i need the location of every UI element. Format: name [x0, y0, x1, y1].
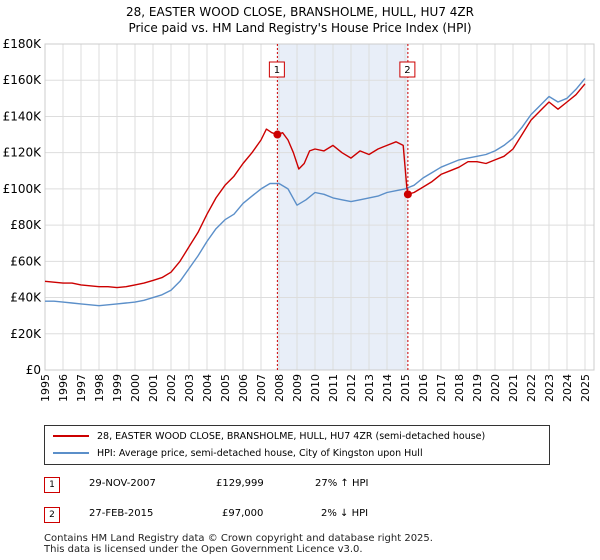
- annotation-box: [399, 61, 416, 78]
- annotation-label: 2: [404, 65, 410, 76]
- x-tick-label: 2019: [471, 374, 484, 402]
- x-tick-label: 2025: [579, 374, 592, 402]
- x-tick-label: 1996: [57, 374, 70, 402]
- transaction-date: 27-FEB-2015: [89, 508, 154, 519]
- x-tick-label: 2014: [381, 374, 394, 402]
- footer-licence: This data is licensed under the Open Gov…: [44, 544, 363, 555]
- x-tick-label: 2015: [399, 374, 412, 402]
- y-tick-label: £20K: [10, 327, 42, 341]
- annotation-box: [268, 61, 285, 78]
- legend-hpi-line: [53, 452, 89, 454]
- x-tick-label: 2013: [363, 374, 376, 402]
- x-tick-label: 1997: [75, 374, 88, 402]
- x-tick-label: 2005: [219, 374, 232, 402]
- transaction-price: £97,000: [222, 508, 264, 519]
- x-tick-label: 2017: [435, 374, 448, 402]
- x-tick-label: 1999: [111, 374, 124, 402]
- transaction-hpi: 2% ↓ HPI: [321, 508, 369, 519]
- y-tick-label: £120K: [3, 146, 43, 160]
- y-tick-label: £0: [26, 363, 41, 377]
- x-tick-label: 2012: [345, 374, 358, 402]
- shaded-region: [277, 44, 408, 370]
- x-tick-label: 2016: [417, 374, 430, 402]
- legend-item-property: 28, EASTER WOOD CLOSE, BRANSHOLME, HULL,…: [53, 428, 485, 444]
- transaction-hpi: 27% ↑ HPI: [315, 478, 369, 489]
- sale-point: [403, 190, 412, 199]
- x-tick-label: 2006: [237, 374, 250, 402]
- transaction-badge: 1: [44, 477, 60, 493]
- y-tick-label: £80K: [10, 218, 42, 232]
- y-tick-label: £140K: [3, 109, 43, 123]
- y-tick-label: £160K: [3, 73, 43, 87]
- sale-point: [273, 130, 282, 139]
- y-tick-label: £180K: [3, 37, 43, 51]
- x-tick-label: 2000: [129, 374, 142, 402]
- x-tick-label: 2008: [273, 374, 286, 402]
- x-tick-label: 2023: [543, 374, 556, 402]
- chart-subtitle: Price paid vs. HM Land Registry's House …: [128, 21, 472, 35]
- x-tick-label: 2004: [201, 374, 214, 402]
- plot-frame: [44, 43, 595, 371]
- transaction-price: £129,999: [216, 478, 264, 489]
- x-tick-label: 1998: [93, 374, 106, 402]
- x-tick-label: 2007: [255, 374, 268, 402]
- x-tick-label: 2001: [147, 374, 160, 402]
- x-tick-label: 2022: [525, 374, 538, 402]
- x-tick-label: 2002: [165, 374, 178, 402]
- hpi-line: [45, 77, 586, 307]
- y-tick-label: £60K: [10, 254, 42, 268]
- y-tick-label: £100K: [3, 182, 43, 196]
- property-price-line: [44, 83, 586, 289]
- footer-copyright: Contains HM Land Registry data © Crown c…: [44, 533, 433, 544]
- x-tick-label: 2021: [507, 374, 520, 402]
- x-tick-label: 2003: [183, 374, 196, 402]
- x-tick-label: 2020: [489, 374, 502, 402]
- chart-title: 28, EASTER WOOD CLOSE, BRANSHOLME, HULL,…: [126, 5, 474, 19]
- legend-hpi-label: HPI: Average price, semi-detached house,…: [97, 447, 423, 459]
- x-tick-label: 2010: [309, 374, 322, 402]
- legend-item-hpi: HPI: Average price, semi-detached house,…: [53, 445, 423, 461]
- x-tick-label: 2018: [453, 374, 466, 402]
- legend-property-line: [53, 435, 89, 437]
- legend-property-label: 28, EASTER WOOD CLOSE, BRANSHOLME, HULL,…: [97, 430, 486, 442]
- transaction-badge: 2: [44, 507, 60, 523]
- price-chart: £0 £20K £40K £60K £80K £100K £120K £140K £160K £1…: [3, 37, 595, 402]
- y-tick-label: £40K: [10, 291, 42, 305]
- x-tick-label: 2024: [561, 374, 574, 402]
- chart-legend: 28, EASTER WOOD CLOSE, BRANSHOLME, HULL,…: [44, 425, 550, 465]
- x-tick-label: 2011: [327, 374, 340, 402]
- transaction-date: 29-NOV-2007: [89, 478, 156, 489]
- annotation-label: 1: [274, 65, 280, 76]
- x-tick-label: 2009: [291, 374, 304, 402]
- x-tick-label: 1995: [39, 374, 52, 402]
